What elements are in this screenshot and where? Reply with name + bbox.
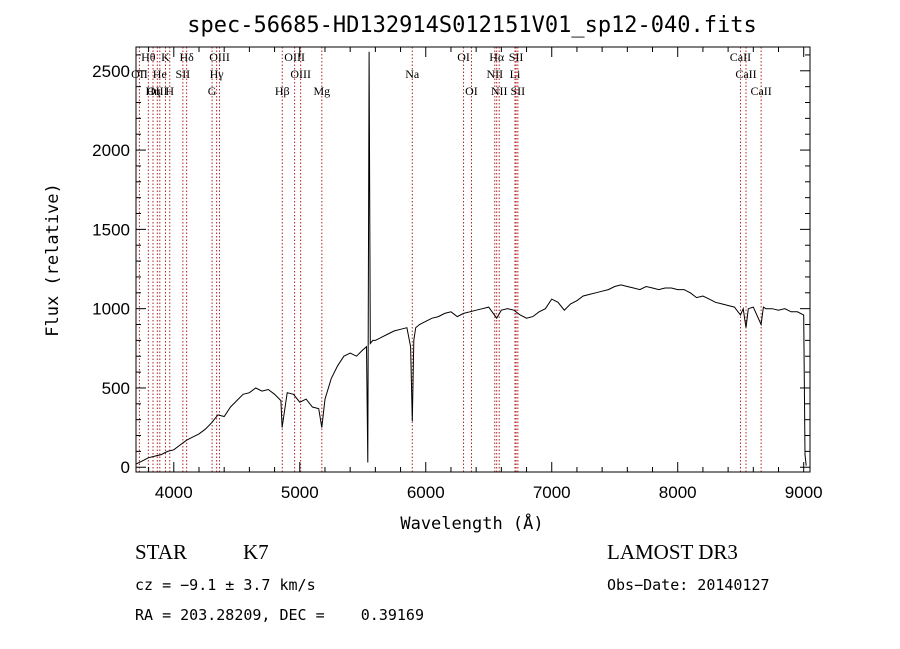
y-tick-label: 2000 xyxy=(92,141,130,160)
y-tick-label: 2500 xyxy=(92,62,130,81)
object-subclass: K7 xyxy=(243,540,269,564)
spectral-line-label: Mg xyxy=(313,84,330,98)
x-axis-label: Wavelength (Å) xyxy=(400,512,543,534)
spectral-line-label: He xyxy=(153,67,167,81)
x-axis-ticks: 4000 5000 6000 7000 8000 9000 xyxy=(148,47,823,502)
x-tick-label: 6000 xyxy=(407,483,445,502)
spectral-line-label: OIII xyxy=(147,84,168,98)
spectral-line-label: Na xyxy=(405,67,420,81)
survey-name: LAMOST DR3 xyxy=(607,540,738,564)
spectral-line-label: K xyxy=(161,50,170,64)
spectral-line-label: OIII xyxy=(284,50,305,64)
y-tick-label: 0 xyxy=(121,458,130,477)
spectral-line-label: SII xyxy=(509,50,524,64)
spectral-line-label: Li xyxy=(510,67,521,81)
spectral-line-label: Hη xyxy=(146,84,161,98)
spectral-line-label: CaII xyxy=(735,67,756,81)
plot-frame xyxy=(135,46,811,473)
spectral-line-label: NII xyxy=(491,84,508,98)
spectral-line-label: Hδ xyxy=(179,50,194,64)
y-axis-ticks: 0 500 1000 1500 2000 2500 xyxy=(92,54,810,477)
spectral-line-label: OIII xyxy=(290,67,311,81)
spectral-line-label: NII xyxy=(486,67,503,81)
spectral-line-label: CaII xyxy=(730,50,751,64)
spectral-line-label: CaII xyxy=(750,84,771,98)
spectral-line-label: Hβ xyxy=(275,84,290,98)
spectral-line-label: OI xyxy=(457,50,470,64)
x-tick-label: 8000 xyxy=(659,483,697,502)
x-tick-label: 7000 xyxy=(533,483,571,502)
y-tick-label: 1500 xyxy=(92,220,130,239)
spectrum-series-line xyxy=(135,51,807,466)
spectral-line-label: SII xyxy=(511,84,526,98)
ra-dec-coordinates: RA = 203.28209, DEC = 0.39169 xyxy=(135,606,424,624)
object-class: STAR xyxy=(135,540,187,564)
y-tick-label: 500 xyxy=(102,379,130,398)
redshift-cz: cz = −9.1 ± 3.7 km/s xyxy=(135,576,316,594)
spectral-line-label: H xyxy=(165,84,174,98)
spectral-line-label: OIII xyxy=(209,50,230,64)
spectral-line-labels: Hθ K Hδ OIII OIII OI Hα SII CaII OII He SII Hγ OIII Na… xyxy=(131,50,772,98)
y-axis-label: Flux (relative) xyxy=(43,183,63,337)
spectral-line-label: SII xyxy=(176,67,191,81)
chart-title: spec-56685-HD132914S012151V01_sp12-040.f… xyxy=(187,13,757,38)
spectral-line-label: Hγ xyxy=(210,67,225,81)
spectral-line-label: Hα xyxy=(489,50,505,64)
x-tick-label: 4000 xyxy=(155,483,193,502)
spectral-line-markers xyxy=(138,47,762,472)
x-tick-label: 9000 xyxy=(785,483,823,502)
spectral-line-label: Hθ xyxy=(141,50,156,64)
spectral-line-label: OI xyxy=(465,84,478,98)
observation-date: Obs−Date: 20140127 xyxy=(607,576,770,594)
spectral-line-label: G xyxy=(208,84,217,98)
x-tick-label: 5000 xyxy=(281,483,319,502)
y-tick-label: 1000 xyxy=(92,300,130,319)
spectral-line-label: OII xyxy=(131,67,148,81)
